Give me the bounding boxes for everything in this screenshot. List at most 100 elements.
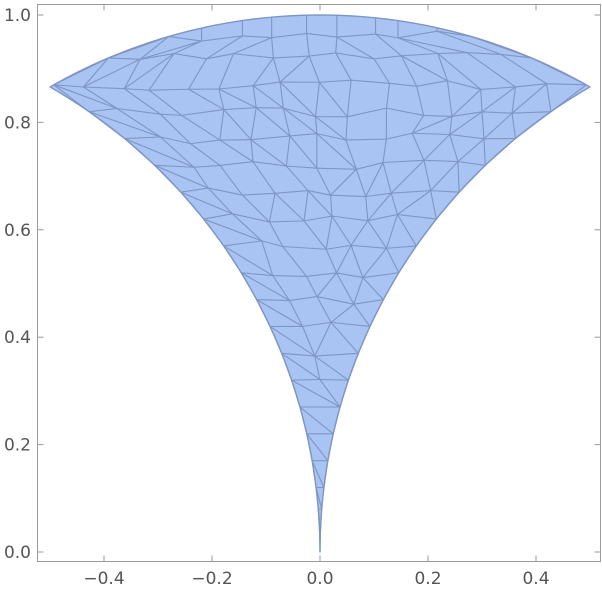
mesh-edge	[397, 213, 437, 220]
mesh-edge	[375, 33, 399, 39]
mesh-edge	[346, 80, 352, 117]
mesh-edge	[149, 88, 189, 91]
mesh-edge	[286, 165, 317, 169]
mesh-edge	[282, 245, 327, 250]
ticks-layer	[37, 4, 601, 562]
mesh-edge	[512, 111, 551, 114]
mesh-edge	[218, 88, 257, 109]
mesh-edge	[89, 107, 118, 113]
mesh-edge	[362, 277, 384, 300]
mesh-edge	[330, 194, 366, 198]
mesh-edge	[269, 326, 316, 357]
mesh-edge	[483, 112, 513, 140]
mesh-edge	[285, 165, 309, 191]
mesh-edge	[233, 37, 272, 55]
mesh-edge	[273, 55, 310, 59]
mesh-edge	[253, 81, 281, 87]
mesh-edge	[218, 53, 234, 90]
mesh-edge	[148, 89, 182, 116]
mesh-edge	[241, 272, 273, 277]
mesh-edge	[309, 52, 336, 57]
mesh-edge	[233, 53, 274, 59]
mesh-edge	[336, 36, 375, 60]
mesh-edge	[256, 299, 271, 327]
mesh-edge	[397, 37, 468, 54]
mesh-edge	[481, 111, 513, 114]
mesh-edge	[83, 86, 125, 90]
mesh-edge	[307, 190, 331, 196]
mesh-edge	[375, 33, 402, 57]
mesh-edge	[303, 215, 333, 222]
mesh-edge	[511, 86, 516, 114]
mesh-edge	[373, 58, 390, 84]
mesh-edge	[306, 433, 313, 461]
mesh-edge	[466, 52, 516, 88]
mesh-edge	[437, 30, 472, 38]
mesh-edge	[219, 165, 243, 196]
mesh-edge	[511, 113, 517, 139]
mesh-edge	[291, 379, 341, 408]
mesh-edge	[336, 272, 363, 279]
mesh-edge	[449, 116, 453, 135]
mesh-edge	[289, 300, 304, 327]
mesh-edge	[484, 138, 516, 166]
mesh-edge	[325, 216, 333, 250]
mesh-edge	[306, 433, 329, 462]
mesh-edge	[272, 275, 290, 301]
mesh-edge	[201, 35, 243, 42]
mesh-edge	[347, 353, 359, 381]
mesh-edge	[279, 81, 316, 118]
mesh-edge	[451, 111, 483, 118]
mesh-edge	[386, 248, 400, 274]
mesh-edge	[269, 220, 305, 223]
mesh-edge	[291, 378, 320, 381]
mesh-edge	[357, 326, 371, 354]
mesh-edge	[471, 35, 532, 59]
mesh-edge	[314, 322, 332, 357]
mesh-edge	[272, 275, 307, 277]
mesh-edge	[362, 272, 399, 279]
mesh-edge	[285, 135, 291, 167]
mesh-edge	[317, 508, 321, 531]
x-tick-label: 0.4	[522, 569, 549, 589]
mesh-edge	[140, 53, 175, 60]
mesh-edge	[515, 111, 552, 139]
mesh-edge	[325, 249, 338, 274]
mesh-edge	[345, 138, 387, 141]
mesh-edge	[190, 143, 221, 166]
mesh-edge	[206, 53, 234, 60]
mesh-edge	[232, 213, 263, 242]
mesh-edge	[256, 299, 290, 302]
mesh-edge	[314, 352, 359, 357]
mesh-edge	[345, 139, 357, 170]
mesh-edge	[108, 57, 141, 60]
mesh-edge	[386, 107, 424, 117]
tick-labels-layer: −0.4 −0.2 0.0 0.2 0.4 0.0 0.2 0.4 0.6 0.8 1.0	[4, 6, 550, 589]
mesh-edge	[350, 244, 387, 249]
mesh-edge	[261, 240, 274, 276]
mesh-edge	[203, 213, 233, 220]
mesh-edge	[242, 35, 272, 39]
mesh-edge	[219, 109, 225, 141]
mesh-edge	[168, 35, 202, 42]
mesh-edge	[223, 245, 274, 277]
mesh-edge	[336, 245, 352, 274]
mesh-edge	[362, 247, 387, 278]
mesh-edge	[83, 86, 118, 109]
mesh-edge	[500, 53, 547, 85]
mesh-edge	[355, 169, 367, 197]
mesh-edge	[250, 107, 257, 140]
mesh-edge	[397, 30, 438, 39]
mesh-edge	[353, 277, 364, 305]
mesh-edge	[457, 161, 460, 193]
mesh-edge	[148, 53, 175, 91]
mesh-region	[49, 14, 591, 553]
mesh-edge	[336, 33, 376, 38]
mesh-edge	[190, 139, 220, 145]
mesh-edge	[303, 190, 309, 221]
mesh-edge	[365, 162, 384, 197]
mesh-edge	[188, 58, 207, 90]
mesh-edge	[303, 220, 327, 250]
mesh-edge	[218, 85, 254, 90]
mesh-edge	[365, 196, 369, 221]
